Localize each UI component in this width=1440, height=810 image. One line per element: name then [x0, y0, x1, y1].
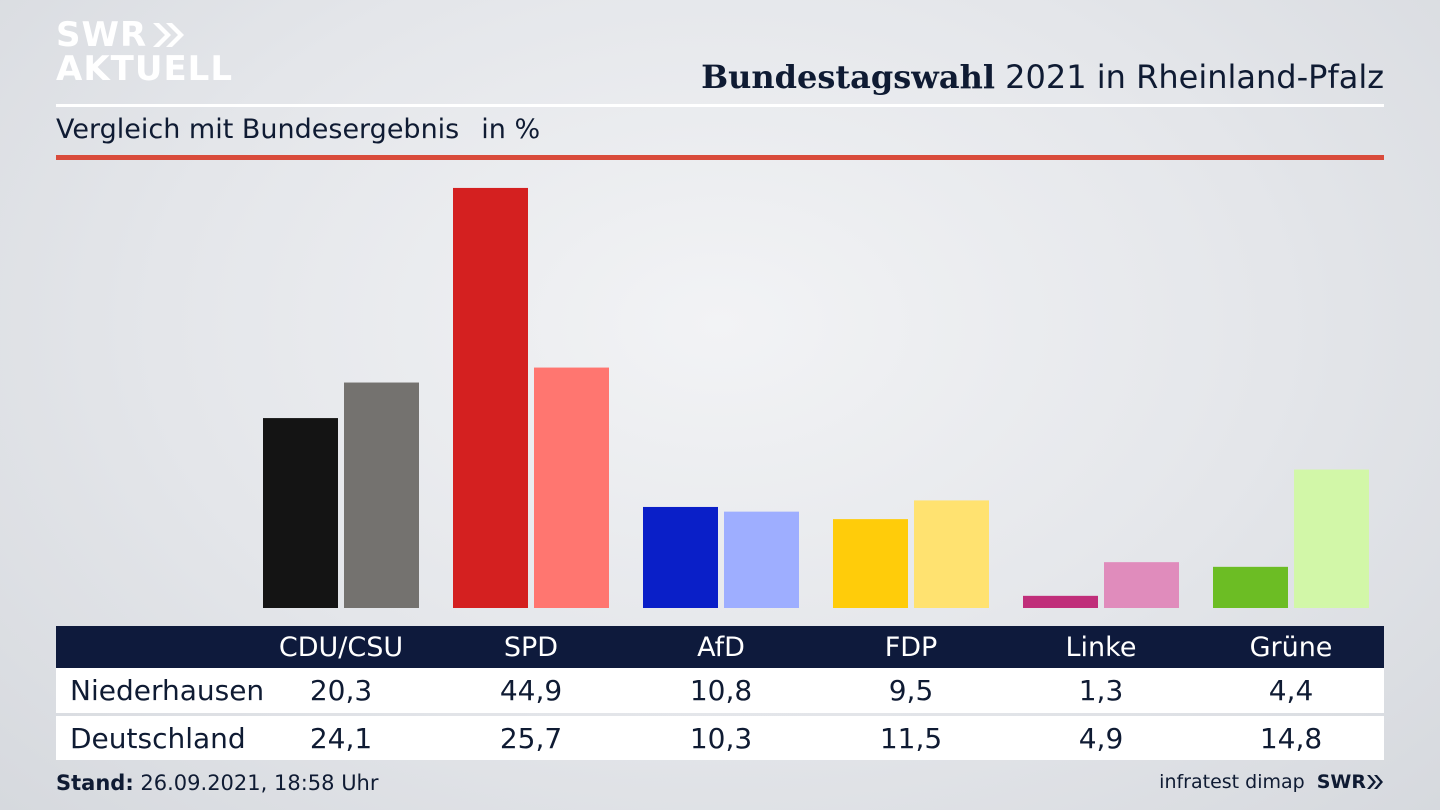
logo-swr-text: SWR	[56, 15, 148, 55]
value-niederhausen-fdp: 9,5	[888, 674, 934, 707]
title-rest: 2021 in Rheinland-Pfalz	[1005, 58, 1384, 96]
bar-afd-niederhausen	[643, 506, 718, 608]
value-deutschland-cdu-csu: 24,1	[309, 721, 373, 755]
value-deutschland-linke: 4,9	[1078, 721, 1124, 755]
bar-linke-niederhausen	[1023, 595, 1098, 608]
row-label-niederhausen: Niederhausen	[70, 674, 265, 707]
stand-label: Stand:	[56, 771, 134, 795]
subtitle-unit: in %	[481, 114, 541, 145]
value-niederhausen-spd: 44,9	[499, 674, 563, 707]
column-header-cdu-csu: CDU/CSU	[278, 631, 404, 663]
bar-spd-niederhausen	[453, 187, 528, 609]
bar-linke-deutschland	[1104, 562, 1179, 608]
accent-divider	[56, 155, 1384, 160]
swr-aktuell-logo: SWR AKTUELL	[56, 18, 233, 86]
footer-chevrons-icon	[1367, 775, 1383, 789]
table-row: Niederhausen 20,3 44,9 10,8 9,5 1,3 4,4	[56, 668, 1384, 713]
column-header-gr-ne: Grüne	[1249, 631, 1333, 663]
value-deutschland-gr-ne: 14,8	[1259, 721, 1323, 755]
bar-gr-ne-niederhausen	[1213, 566, 1288, 608]
logo-chevrons-icon	[153, 23, 185, 47]
subtitle-text: Vergleich mit Bundesergebnis	[56, 114, 460, 145]
title-bold: Bundestagswahl	[701, 58, 995, 96]
value-deutschland-fdp: 11,5	[879, 721, 943, 755]
page-title: Bundestagswahl 2021 in Rheinland-Pfalz	[701, 58, 1384, 96]
source-text: infratest dimap	[1159, 771, 1305, 793]
table-header: CDU/CSU SPD AfD FDP Linke Grüne	[56, 626, 1384, 668]
value-deutschland-afd: 10,3	[689, 721, 753, 755]
value-niederhausen-afd: 10,8	[689, 674, 753, 707]
value-niederhausen-gr-ne: 4,4	[1268, 674, 1314, 707]
table-row: Deutschland 24,1 25,7 10,3 11,5 4,9 14,8	[56, 716, 1384, 760]
bar-fdp-niederhausen	[833, 519, 908, 608]
column-header-afd: AfD	[697, 631, 745, 663]
row-label-deutschland: Deutschland	[70, 721, 246, 755]
stand-value: 26.09.2021, 18:58 Uhr	[140, 771, 379, 795]
value-deutschland-spd: 25,7	[499, 721, 563, 755]
value-niederhausen-linke: 1,3	[1078, 674, 1124, 707]
bar-spd-deutschland	[534, 367, 609, 608]
source-credit: infratest dimap SWR	[1159, 771, 1384, 793]
logo-aktuell-text: AKTUELL	[56, 49, 234, 89]
bar-afd-deutschland	[724, 511, 799, 608]
bar-cdu-csu-deutschland	[344, 382, 419, 608]
bar-chart	[263, 187, 1369, 609]
timestamp: Stand: 26.09.2021, 18:58 Uhr	[56, 771, 379, 795]
results-table: CDU/CSU SPD AfD FDP Linke Grüne Niederhausen …	[56, 626, 1384, 760]
column-header-linke: Linke	[1065, 631, 1137, 663]
value-niederhausen-cdu-csu: 20,3	[309, 674, 373, 707]
header-divider	[56, 104, 1384, 107]
column-header-fdp: FDP	[884, 631, 938, 663]
footer-swr-logo: SWR	[1317, 771, 1384, 793]
chart-subtitle: Vergleich mit Bundesergebnis in %	[56, 114, 540, 145]
column-header-spd: SPD	[503, 631, 559, 663]
footer-swr-text: SWR	[1316, 771, 1366, 793]
bar-gr-ne-deutschland	[1294, 469, 1369, 608]
bar-cdu-csu-niederhausen	[263, 418, 338, 608]
bar-fdp-deutschland	[914, 500, 989, 608]
